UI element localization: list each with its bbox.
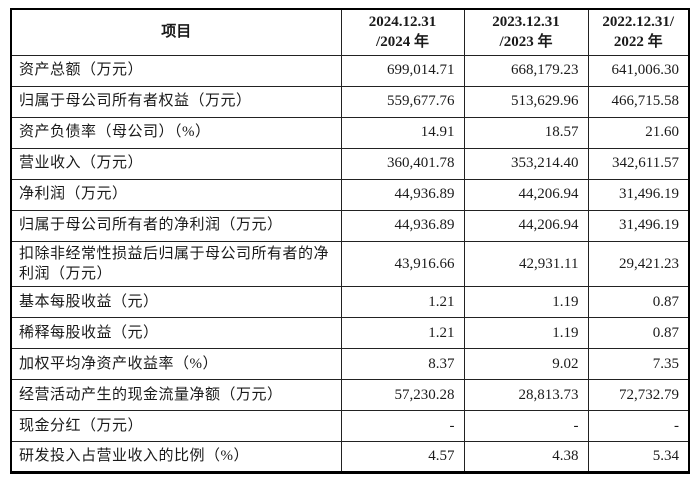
cell-value: 42,931.11 bbox=[463, 240, 589, 287]
cell-value: 44,936.89 bbox=[340, 209, 465, 242]
row-label: 扣除非经常性损益后归属于母公司所有者的净利润（万元） bbox=[10, 240, 342, 287]
table-row: 资产总额（万元） 699,014.71 668,179.23 641,006.3… bbox=[10, 54, 690, 87]
cell-value: 4.38 bbox=[463, 441, 589, 473]
table-row: 稀释每股收益（元） 1.21 1.19 0.87 bbox=[10, 317, 690, 349]
cell-value: 0.87 bbox=[587, 286, 690, 318]
table-row: 现金分红（万元） - - - bbox=[10, 410, 690, 442]
cell-value: 353,214.40 bbox=[463, 147, 589, 180]
row-label: 经营活动产生的现金流量净额（万元） bbox=[10, 379, 342, 411]
cell-value: 1.19 bbox=[463, 317, 589, 349]
row-label: 资产总额（万元） bbox=[10, 54, 342, 87]
table-row: 归属于母公司所有者权益（万元） 559,677.76 513,629.96 46… bbox=[10, 85, 690, 118]
header-item-label: 项目 bbox=[161, 24, 192, 41]
cell-value: - bbox=[340, 410, 465, 442]
row-label: 营业收入（万元） bbox=[10, 147, 342, 180]
cell-value: 8.37 bbox=[340, 348, 465, 380]
row-label: 资产负债率（母公司）（%） bbox=[10, 116, 342, 149]
period-line1: 2023.12.31 bbox=[492, 14, 560, 30]
cell-value: 360,401.78 bbox=[340, 147, 465, 180]
row-label: 研发投入占营业收入的比例（%） bbox=[10, 441, 342, 473]
cell-value: 466,715.58 bbox=[587, 85, 690, 118]
cell-value: 0.87 bbox=[587, 317, 690, 349]
row-label: 稀释每股收益（元） bbox=[10, 317, 342, 349]
header-cell-period-2024: 2024.12.31 /2024 年 bbox=[340, 8, 465, 56]
cell-value: 1.21 bbox=[340, 286, 465, 318]
cell-value: 513,629.96 bbox=[463, 85, 589, 118]
table-row: 资产负债率（母公司）（%） 14.91 18.57 21.60 bbox=[10, 116, 690, 149]
cell-value: 31,496.19 bbox=[587, 178, 690, 211]
period-line1: 2024.12.31 bbox=[368, 14, 437, 30]
cell-value: 668,179.23 bbox=[463, 54, 589, 87]
cell-value: 57,230.28 bbox=[340, 379, 465, 411]
cell-value: 559,677.76 bbox=[340, 85, 465, 118]
cell-value: 28,813.73 bbox=[463, 379, 589, 411]
cell-value: 72,732.79 bbox=[587, 379, 690, 411]
period-line2: /2024 年 bbox=[376, 34, 429, 51]
cell-value: 7.35 bbox=[587, 348, 690, 380]
cell-value: 44,936.89 bbox=[340, 178, 465, 211]
cell-value: 29,421.23 bbox=[587, 240, 690, 287]
cell-value: - bbox=[587, 410, 690, 442]
cell-value: 18.57 bbox=[463, 116, 589, 149]
table-row: 归属于母公司所有者的净利润（万元） 44,936.89 44,206.94 31… bbox=[10, 209, 690, 242]
period-line1: 2022.12.31/ bbox=[602, 14, 675, 30]
table-header: 项目 2024.12.31 /2024 年 2023.12.31 /2023 年… bbox=[10, 8, 690, 56]
row-label: 基本每股收益（元） bbox=[10, 286, 342, 318]
table-row: 基本每股收益（元） 1.21 1.19 0.87 bbox=[10, 286, 690, 318]
cell-value: 43,916.66 bbox=[340, 240, 465, 287]
table-row: 经营活动产生的现金流量净额（万元） 57,230.28 28,813.73 72… bbox=[10, 379, 690, 411]
header-cell-period-2022: 2022.12.31/ 2022 年 bbox=[587, 8, 690, 56]
period-line2: /2023 年 bbox=[499, 34, 553, 51]
row-label: 归属于母公司所有者权益（万元） bbox=[10, 85, 342, 118]
header-row: 项目 2024.12.31 /2024 年 2023.12.31 /2023 年… bbox=[10, 8, 690, 56]
cell-value: 44,206.94 bbox=[463, 209, 589, 242]
table-row: 扣除非经常性损益后归属于母公司所有者的净利润（万元） 43,916.66 42,… bbox=[10, 240, 690, 287]
cell-value: 1.21 bbox=[340, 317, 465, 349]
period-line2: 2022 年 bbox=[613, 34, 663, 51]
cell-value: 44,206.94 bbox=[463, 178, 589, 211]
cell-value: 1.19 bbox=[463, 286, 589, 318]
header-cell-period-2023: 2023.12.31 /2023 年 bbox=[463, 8, 589, 56]
cell-value: 5.34 bbox=[587, 441, 690, 473]
cell-value: 21.60 bbox=[587, 116, 690, 149]
table-row: 营业收入（万元） 360,401.78 353,214.40 342,611.5… bbox=[10, 147, 690, 180]
row-label: 净利润（万元） bbox=[10, 178, 342, 211]
cell-value: 14.91 bbox=[340, 116, 465, 149]
cell-value: 699,014.71 bbox=[340, 54, 465, 87]
row-label: 归属于母公司所有者的净利润（万元） bbox=[10, 209, 342, 242]
cell-value: 4.57 bbox=[340, 441, 465, 473]
cell-value: 342,611.57 bbox=[587, 147, 690, 180]
table-row: 加权平均净资产收益率（%） 8.37 9.02 7.35 bbox=[10, 348, 690, 380]
cell-value: 9.02 bbox=[463, 348, 589, 380]
table-body: 资产总额（万元） 699,014.71 668,179.23 641,006.3… bbox=[10, 54, 690, 473]
financial-summary-table: 项目 2024.12.31 /2024 年 2023.12.31 /2023 年… bbox=[10, 8, 690, 474]
cell-value: - bbox=[463, 410, 589, 442]
row-label: 加权平均净资产收益率（%） bbox=[10, 348, 342, 380]
header-cell-item: 项目 bbox=[10, 8, 342, 56]
cell-value: 31,496.19 bbox=[587, 209, 690, 242]
table-row: 净利润（万元） 44,936.89 44,206.94 31,496.19 bbox=[10, 178, 690, 211]
row-label: 现金分红（万元） bbox=[10, 410, 342, 442]
cell-value: 641,006.30 bbox=[587, 54, 690, 87]
table-row: 研发投入占营业收入的比例（%） 4.57 4.38 5.34 bbox=[10, 441, 690, 473]
